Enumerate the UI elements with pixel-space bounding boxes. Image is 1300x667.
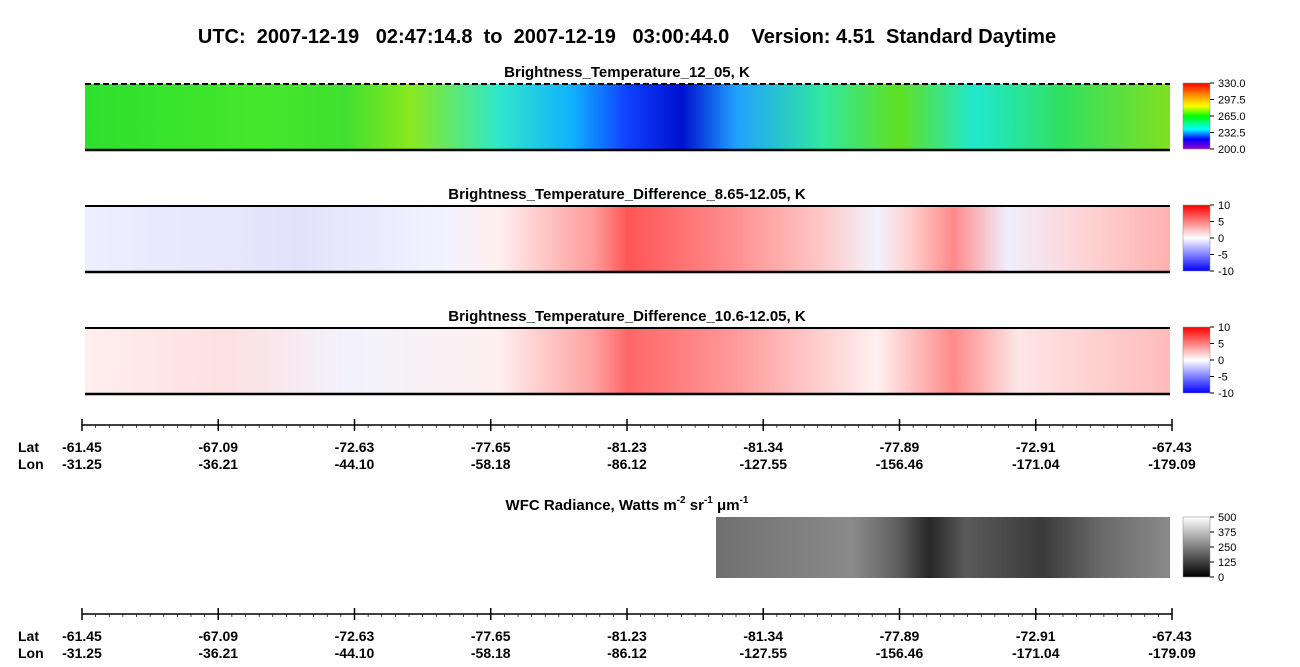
colorbar-label: 250 [1218,542,1236,554]
lon-heading: Lon [18,456,44,472]
lat-heading: Lat [18,439,39,455]
lat-label: -72.63 [335,628,375,644]
lat-label: -81.34 [743,628,783,644]
colorbar [1182,82,1211,150]
colorbar [1182,326,1211,394]
colorbar-label: 0 [1218,233,1224,245]
page-title: UTC: 2007-12-19 02:47:14.8 to 2007-12-19… [198,26,1056,48]
colorbar [1182,516,1211,578]
panel-title: Brightness_Temperature_Difference_10.6-1… [448,308,806,325]
lon-label: -31.25 [62,456,102,472]
lon-label: -156.46 [876,456,924,472]
lon-label: -86.12 [607,456,647,472]
lat-label: -77.65 [471,628,511,644]
colorbar-label: 297.5 [1218,95,1246,107]
colorbar-label: 0 [1218,355,1224,367]
lon-label: -58.18 [471,456,511,472]
title-part: WFC Radiance, Watts m [506,497,677,514]
lat-label: -72.63 [335,439,375,455]
panel-title: Brightness_Temperature_12_05, K [504,64,750,81]
superscript: -1 [740,495,749,506]
lon-heading: Lon [18,645,44,661]
panel-title: WFC Radiance, Watts m-2 sr-1 μm-1 [506,495,749,514]
colorbar-label: 500 [1218,512,1236,524]
lat-label: -72.91 [1016,439,1056,455]
colorbar [1182,204,1211,272]
lon-label: -179.09 [1148,645,1196,661]
lat-label: -77.89 [880,439,920,455]
lon-label: -127.55 [740,456,788,472]
title-part: μm [713,497,740,514]
swath-image [85,84,1170,150]
lon-label: -171.04 [1012,456,1060,472]
colorbar-label: 10 [1218,322,1230,334]
lon-label: -86.12 [607,645,647,661]
lon-label: -179.09 [1148,456,1196,472]
swath-image [85,206,1170,272]
colorbar-label: 10 [1218,200,1230,212]
colorbar-label: 232.5 [1218,128,1246,140]
colorbar-label: 330.0 [1218,78,1246,90]
colorbar-label: -5 [1218,372,1228,384]
lon-label: -44.10 [335,645,375,661]
lat-label: -61.45 [62,439,102,455]
lat-label: -81.34 [743,439,783,455]
panel-title: Brightness_Temperature_Difference_8.65-1… [448,186,806,203]
superscript: -2 [677,495,686,506]
swath-image [85,328,1170,394]
lat-label: -72.91 [1016,628,1056,644]
lat-label: -67.43 [1152,628,1192,644]
lon-label: -31.25 [62,645,102,661]
colorbar-label: 375 [1218,527,1236,539]
colorbar-label: -10 [1218,266,1234,278]
colorbar-label: 125 [1218,557,1236,569]
colorbar-label: -5 [1218,250,1228,262]
lat-label: -77.89 [880,628,920,644]
lat-label: -67.09 [198,628,238,644]
colorbar-label: 5 [1218,339,1224,351]
lon-label: -156.46 [876,645,924,661]
colorbar-label: 5 [1218,217,1224,229]
lon-label: -171.04 [1012,645,1060,661]
superscript: -1 [704,495,713,506]
lon-label: -58.18 [471,645,511,661]
lon-label: -44.10 [335,456,375,472]
lat-heading: Lat [18,628,39,644]
lat-label: -61.45 [62,628,102,644]
lon-label: -36.21 [198,456,238,472]
colorbar-label: 200.0 [1218,144,1246,156]
wfc-image [716,517,1170,578]
lat-label: -67.43 [1152,439,1192,455]
colorbar-label: 265.0 [1218,111,1246,123]
lat-label: -81.23 [607,439,647,455]
lat-label: -81.23 [607,628,647,644]
colorbar-label: -10 [1218,388,1234,400]
colorbar-label: 0 [1218,572,1224,584]
lat-label: -77.65 [471,439,511,455]
lon-label: -127.55 [740,645,788,661]
lat-label: -67.09 [198,439,238,455]
title-part: sr [686,497,705,514]
lon-label: -36.21 [198,645,238,661]
